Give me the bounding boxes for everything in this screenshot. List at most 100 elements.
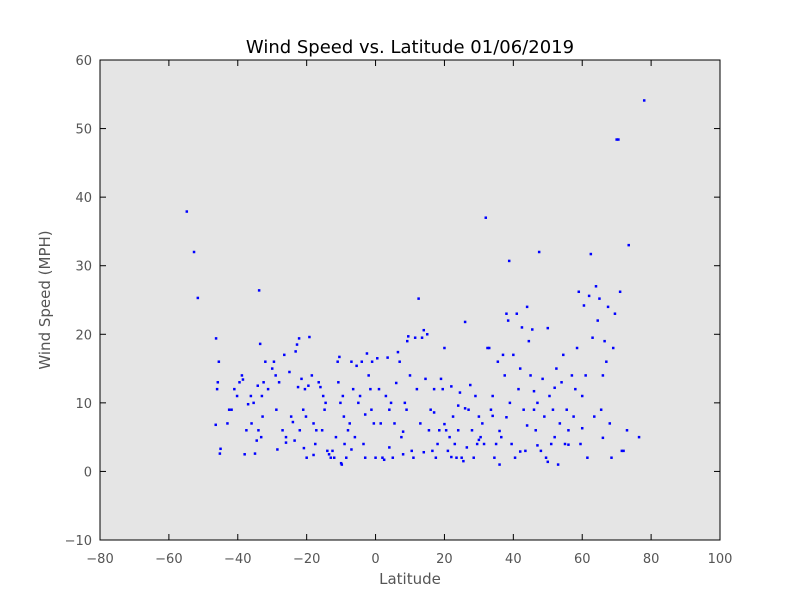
data-point — [276, 448, 279, 451]
data-point — [376, 357, 379, 360]
data-point — [529, 374, 532, 377]
data-point — [512, 353, 515, 357]
data-point — [324, 401, 327, 405]
data-point — [484, 216, 488, 219]
data-point — [489, 408, 493, 411]
data-point — [300, 377, 303, 381]
data-point — [321, 394, 325, 398]
chart-title: Wind Speed vs. Latitude 01/06/2019 — [246, 37, 574, 58]
data-point — [314, 442, 317, 446]
data-point — [270, 367, 274, 370]
data-point — [477, 438, 481, 442]
data-point — [555, 367, 558, 370]
data-point — [450, 455, 453, 459]
data-point — [257, 429, 260, 432]
data-point — [642, 99, 646, 102]
data-point — [580, 394, 584, 398]
data-point — [389, 401, 393, 405]
y-tick-label: 10 — [75, 397, 92, 412]
data-point — [501, 353, 505, 357]
y-tick-label: 30 — [75, 260, 92, 275]
data-point — [214, 423, 217, 427]
x-axis: −80 −60 −40 −20 0 20 40 60 80 100 — [86, 60, 732, 567]
y-tick-label: 60 — [75, 54, 92, 69]
data-point — [510, 442, 513, 446]
data-point — [456, 404, 460, 407]
data-point — [579, 442, 582, 446]
data-point — [308, 335, 311, 339]
data-point — [429, 408, 432, 411]
data-point — [346, 429, 350, 432]
data-point — [601, 374, 605, 377]
x-tick-label: 80 — [643, 552, 660, 567]
data-point — [369, 387, 372, 391]
data-point — [467, 408, 470, 411]
data-point — [417, 297, 420, 300]
data-point — [432, 411, 436, 414]
data-point — [553, 386, 556, 390]
data-point — [345, 456, 348, 459]
data-point — [370, 360, 374, 363]
data-point — [589, 252, 593, 256]
data-point — [382, 458, 386, 462]
data-point — [372, 422, 376, 425]
data-point — [323, 408, 326, 411]
data-point — [463, 407, 467, 410]
data-point — [603, 339, 606, 343]
data-point — [477, 415, 481, 418]
data-point — [302, 446, 306, 450]
data-point — [536, 401, 539, 405]
data-point — [424, 377, 427, 381]
data-point — [298, 429, 302, 432]
data-point — [524, 449, 527, 453]
data-point — [465, 446, 469, 449]
data-point — [558, 422, 562, 425]
data-point — [608, 422, 612, 425]
data-point — [532, 408, 536, 411]
data-point — [508, 401, 512, 405]
data-point — [522, 408, 525, 411]
data-point — [386, 356, 389, 359]
data-point — [293, 439, 296, 442]
data-point — [358, 394, 362, 398]
data-point — [405, 408, 408, 411]
data-point — [520, 326, 524, 329]
data-point — [500, 435, 503, 439]
data-point — [615, 138, 618, 141]
data-point — [362, 442, 365, 446]
data-point — [544, 456, 548, 459]
data-point — [214, 337, 218, 340]
y-tick-label: 20 — [75, 328, 92, 343]
data-point — [401, 453, 405, 456]
data-point — [531, 328, 534, 331]
data-point — [336, 360, 339, 363]
data-point — [405, 339, 409, 343]
data-point — [310, 374, 314, 377]
data-point — [250, 422, 253, 425]
data-point — [294, 350, 297, 353]
data-point — [505, 416, 508, 419]
data-point — [570, 374, 574, 377]
y-tick-label: 0 — [84, 465, 92, 480]
data-point — [226, 422, 229, 425]
x-tick-label: −80 — [86, 552, 113, 567]
data-point — [381, 456, 384, 459]
data-point — [572, 415, 575, 418]
data-point — [255, 439, 258, 442]
data-point — [377, 387, 381, 391]
data-point — [591, 336, 594, 339]
data-point — [503, 374, 506, 377]
data-point — [257, 289, 261, 292]
data-point — [549, 442, 553, 446]
data-point — [574, 387, 577, 391]
data-point — [491, 414, 494, 418]
data-point — [439, 377, 443, 381]
data-point — [253, 452, 257, 455]
data-point — [337, 381, 340, 384]
data-point — [605, 360, 608, 363]
x-tick-label: −20 — [293, 552, 320, 567]
data-point — [543, 415, 546, 418]
data-point — [284, 441, 288, 444]
data-point — [458, 391, 462, 394]
data-point — [363, 413, 367, 416]
